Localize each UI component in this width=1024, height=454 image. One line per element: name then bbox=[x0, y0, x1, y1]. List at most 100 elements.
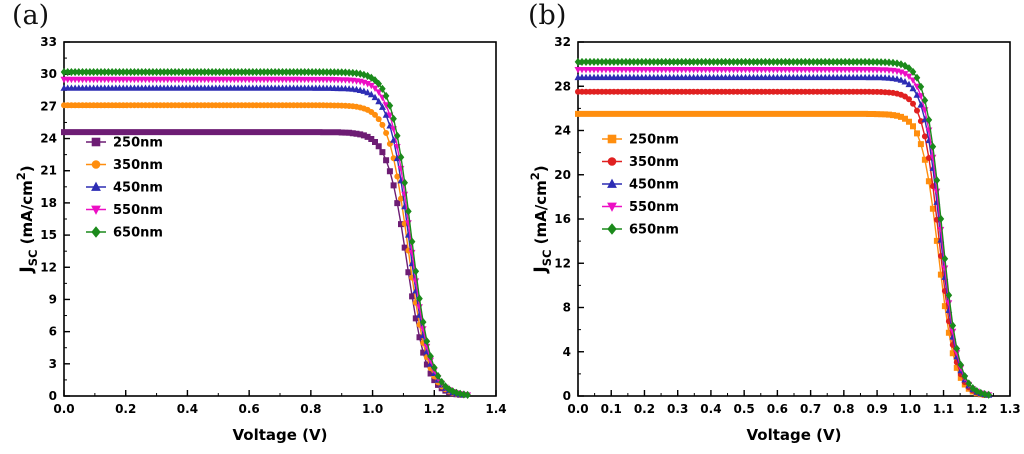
x-axis-title: Voltage (V) bbox=[747, 426, 842, 444]
x-axis: 0.0 0.1 0.2 0.3 0.4 0.5 0.6 0.7 0.8 0.9 1.0 1.1 1.2 1… bbox=[567, 390, 1021, 416]
x-tick-label: 0.8 bbox=[833, 402, 854, 416]
x-tick-label: 1.0 bbox=[362, 402, 383, 416]
legend-entry-650nm: 650nm bbox=[602, 223, 679, 238]
plot-frame bbox=[63, 41, 497, 397]
panel-b-label: (b) bbox=[528, 0, 567, 31]
x-tick-label: 0.5 bbox=[734, 402, 755, 416]
legend-label: 250nm bbox=[113, 136, 163, 151]
legend-entry-350nm: 350nm bbox=[86, 158, 163, 173]
x-tick-label: 0.4 bbox=[177, 402, 198, 416]
legend-entry-650nm: 650nm bbox=[86, 226, 163, 241]
series-250nm bbox=[61, 129, 464, 398]
y-tick-label: 24 bbox=[40, 132, 57, 146]
y-tick-label: 32 bbox=[554, 35, 571, 49]
x-tick-label: 0.0 bbox=[567, 402, 588, 416]
y-tick-label: 24 bbox=[554, 124, 571, 138]
legend-label: 450nm bbox=[629, 178, 679, 193]
series-550nm bbox=[60, 76, 472, 399]
x-tick-label: 1.2 bbox=[424, 402, 445, 416]
legend-marker-square-icon bbox=[607, 134, 617, 144]
y-tick-label: 8 bbox=[563, 301, 571, 315]
y-tick-label: 12 bbox=[40, 260, 57, 274]
panel-a-label: (a) bbox=[12, 0, 50, 31]
y-axis-title: JSC (mA/cm2) bbox=[528, 165, 554, 273]
x-tick-label: 1.1 bbox=[933, 402, 954, 416]
y-tick-label: 4 bbox=[563, 345, 571, 359]
y-tick-label: 0 bbox=[563, 389, 571, 403]
y-tick-label: 15 bbox=[40, 228, 57, 242]
legend-marker-triangle-down-icon bbox=[607, 202, 617, 212]
series-550nm bbox=[574, 67, 993, 399]
legend-entry-450nm: 450nm bbox=[602, 178, 679, 193]
y-tick-label: 18 bbox=[40, 196, 57, 210]
y-tick-label: 33 bbox=[40, 35, 57, 49]
legend-label: 350nm bbox=[113, 158, 163, 173]
x-tick-label: 0.6 bbox=[767, 402, 788, 416]
x-tick-label: 0.1 bbox=[601, 402, 622, 416]
legend-marker-diamond-icon bbox=[91, 226, 101, 238]
y-axis: 0 3 6 9 12 15 18 21 24 27 30 33 bbox=[40, 35, 70, 403]
series-350nm bbox=[61, 102, 467, 399]
x-tick-label: 1.0 bbox=[900, 402, 921, 416]
legend-label: 250nm bbox=[629, 133, 679, 148]
legend-entry-350nm: 350nm bbox=[602, 155, 679, 170]
y-tick-label: 3 bbox=[49, 357, 57, 371]
legend-entry-250nm: 250nm bbox=[602, 133, 679, 148]
x-tick-label: 0.0 bbox=[53, 402, 74, 416]
x-tick-label: 0.9 bbox=[866, 402, 887, 416]
series-450nm bbox=[574, 73, 993, 398]
legend-label: 650nm bbox=[629, 223, 679, 238]
legend-marker-square-icon bbox=[91, 137, 101, 147]
y-axis-title: JSC (mA/cm2) bbox=[14, 165, 40, 273]
plot-frame bbox=[577, 41, 1011, 397]
legend-marker-circle-icon bbox=[91, 160, 101, 169]
x-tick-label: 1.3 bbox=[999, 402, 1020, 416]
legend-entry-550nm: 550nm bbox=[86, 203, 163, 218]
legend-marker-diamond-icon bbox=[607, 223, 617, 235]
jv-chart-panel-b: 0.0 0.1 0.2 0.3 0.4 0.5 0.6 0.7 0.8 0.9 1.0 1.1 1.2 1… bbox=[528, 35, 1021, 444]
legend: 250nm 350nm 450nm 550nm 650nm bbox=[602, 133, 679, 238]
series-markers-square-icon bbox=[575, 110, 988, 398]
legend-entry-450nm: 450nm bbox=[86, 181, 163, 196]
legend-marker-circle-icon bbox=[607, 157, 617, 166]
legend-marker-triangle-up-icon bbox=[91, 181, 101, 191]
y-tick-label: 20 bbox=[554, 168, 571, 182]
y-tick-label: 16 bbox=[554, 212, 571, 226]
axes bbox=[577, 41, 1011, 397]
legend-entry-550nm: 550nm bbox=[602, 200, 679, 215]
x-axis-title: Voltage (V) bbox=[233, 426, 328, 444]
legend-entry-250nm: 250nm bbox=[86, 136, 163, 151]
x-tick-label: 0.2 bbox=[115, 402, 136, 416]
x-tick-label: 1.4 bbox=[485, 402, 506, 416]
y-tick-label: 9 bbox=[49, 292, 57, 306]
y-tick-label: 27 bbox=[40, 99, 57, 113]
jv-chart-panel-a: 0.0 0.2 0.4 0.6 0.8 1.0 1.2 1.4 0 3 6 9 12 15 18 21 24 27… bbox=[14, 35, 507, 444]
x-tick-label: 0.4 bbox=[700, 402, 721, 416]
series-450nm bbox=[60, 84, 468, 398]
legend: 250nm 350nm 450nm 550nm 650nm bbox=[86, 136, 163, 241]
y-tick-label: 0 bbox=[49, 389, 57, 403]
y-tick-label: 28 bbox=[554, 79, 571, 93]
x-tick-label: 1.2 bbox=[966, 402, 987, 416]
legend-label: 450nm bbox=[113, 181, 163, 196]
series-650nm bbox=[574, 57, 992, 399]
legend-label: 650nm bbox=[113, 226, 163, 241]
legend-marker-triangle-down-icon bbox=[91, 205, 101, 215]
y-tick-label: 21 bbox=[40, 164, 57, 178]
axes bbox=[63, 41, 497, 397]
x-tick-label: 0.3 bbox=[667, 402, 688, 416]
legend-label: 550nm bbox=[113, 203, 163, 218]
legend-marker-triangle-up-icon bbox=[607, 178, 617, 188]
series-650nm bbox=[60, 68, 471, 399]
y-tick-label: 12 bbox=[554, 256, 571, 270]
x-tick-label: 0.7 bbox=[800, 402, 821, 416]
x-tick-label: 0.2 bbox=[634, 402, 655, 416]
x-tick-label: 0.6 bbox=[239, 402, 260, 416]
x-tick-label: 0.8 bbox=[300, 402, 321, 416]
series-350nm bbox=[575, 88, 988, 398]
series-250nm bbox=[575, 110, 988, 398]
y-tick-label: 6 bbox=[49, 325, 57, 339]
y-tick-label: 30 bbox=[40, 67, 57, 81]
x-axis: 0.0 0.2 0.4 0.6 0.8 1.0 1.2 1.4 bbox=[53, 390, 507, 416]
